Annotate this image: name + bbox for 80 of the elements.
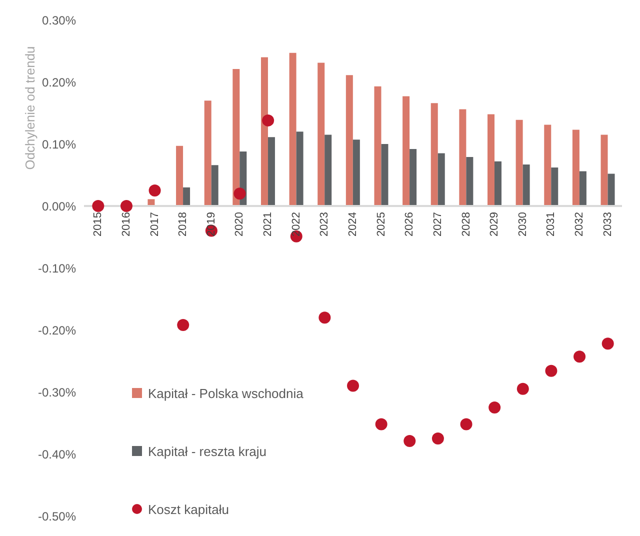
bar — [459, 109, 466, 206]
bar — [494, 161, 502, 206]
legend-label: Kapitał - Polska wschodnia — [148, 386, 304, 400]
bar — [522, 164, 530, 206]
x-tick-label: 2018 — [177, 212, 190, 236]
point — [574, 350, 586, 363]
x-tick-label: 2017 — [148, 212, 161, 236]
x-tick-label: 2021 — [262, 212, 274, 236]
point — [120, 200, 132, 212]
point — [234, 188, 246, 200]
bar — [410, 148, 417, 206]
x-tick-label: 2028 — [460, 212, 472, 236]
x-tick-label: 2031 — [545, 212, 558, 236]
legend-label: Kapitał - reszta kraju — [148, 444, 266, 458]
x-tick-label: 2030 — [516, 212, 529, 236]
point — [262, 114, 274, 126]
point — [488, 402, 501, 414]
bar — [488, 114, 494, 206]
x-tick-label: 2032 — [574, 212, 586, 236]
point — [404, 434, 416, 447]
bar — [268, 137, 275, 206]
y-tick-label: -0.40% — [38, 447, 76, 462]
bar — [381, 144, 388, 206]
bar — [402, 96, 410, 206]
point — [516, 382, 529, 395]
x-tick-label: 2026 — [404, 212, 416, 236]
bar — [204, 100, 212, 206]
bar — [544, 124, 552, 206]
bar — [438, 153, 445, 206]
point — [375, 418, 388, 430]
bar — [296, 132, 304, 206]
x-tick-label: 2024 — [347, 212, 359, 236]
bar — [183, 187, 190, 206]
point — [602, 338, 614, 350]
point — [432, 432, 444, 444]
bar — [600, 134, 608, 206]
x-tick-label: 2015 — [92, 212, 104, 236]
bar — [318, 62, 325, 206]
y-tick-label: 0.00% — [42, 199, 76, 214]
x-tick-label: 2023 — [318, 212, 331, 236]
y-tick-label: -0.50% — [38, 509, 76, 524]
y-tick-label: 0.10% — [42, 137, 76, 152]
bar — [572, 130, 580, 206]
point — [460, 418, 472, 430]
bar — [260, 57, 268, 206]
legend-label: Koszt kapitału — [148, 502, 229, 516]
bar — [211, 165, 218, 206]
point — [318, 312, 331, 324]
y-tick-label: -0.20% — [38, 323, 76, 338]
x-tick-label: 2020 — [234, 212, 246, 236]
bar — [516, 120, 523, 206]
y-axis-title: Odchylenie od trendu — [22, 46, 38, 170]
bar — [551, 168, 558, 206]
x-tick-label: 2022 — [290, 212, 302, 236]
bar — [374, 86, 382, 206]
bar — [232, 68, 240, 206]
point — [177, 319, 190, 332]
y-tick-label: -0.30% — [38, 385, 76, 400]
bar — [176, 146, 184, 206]
y-tick-label: -0.10% — [38, 261, 76, 276]
bar — [346, 75, 353, 206]
x-tick-label: 2033 — [602, 212, 614, 236]
bar — [352, 140, 360, 206]
bar — [289, 52, 296, 206]
bar — [579, 171, 586, 206]
point — [545, 364, 558, 377]
bar — [608, 174, 615, 206]
bar — [466, 157, 474, 206]
bar — [324, 134, 332, 206]
bar — [430, 103, 438, 206]
y-tick-label: 0.20% — [42, 75, 76, 90]
x-tick-label: 2029 — [488, 212, 501, 236]
point — [92, 200, 104, 212]
y-tick-label: 0.30% — [42, 13, 76, 28]
x-tick-label: 2019 — [205, 212, 218, 236]
point — [148, 184, 161, 196]
point — [347, 380, 359, 392]
x-tick-label: 2016 — [120, 212, 132, 236]
x-tick-label: 2025 — [375, 212, 388, 236]
x-tick-label: 2027 — [432, 212, 444, 236]
